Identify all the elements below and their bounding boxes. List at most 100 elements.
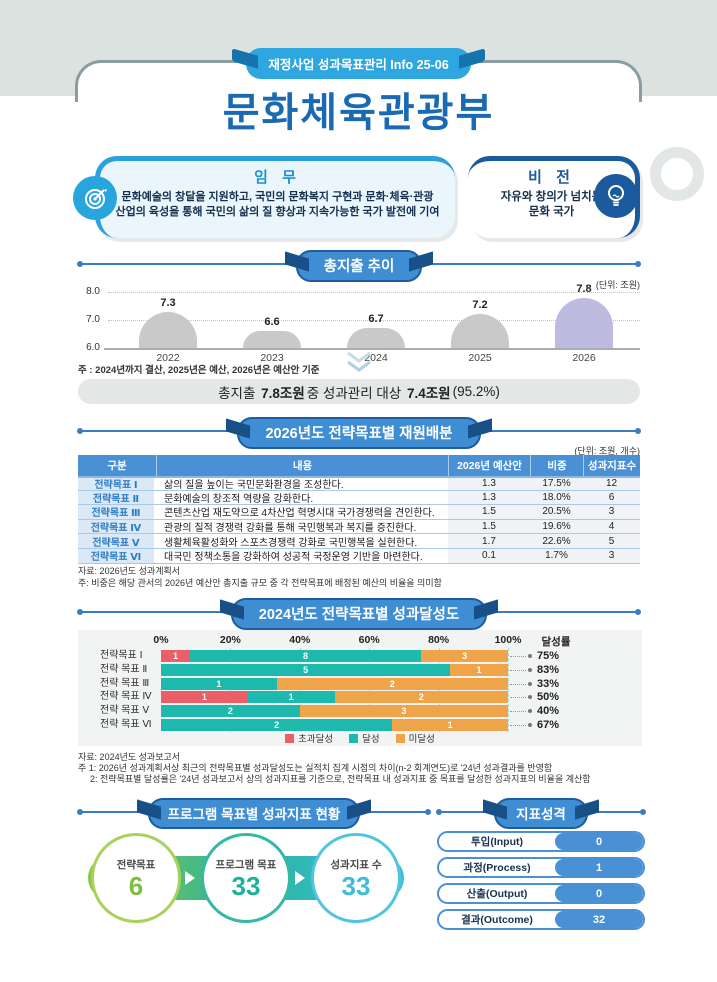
gridline: [299, 648, 301, 732]
achievement-rate: 50%: [537, 691, 560, 704]
section-header-achievement: 2024년도 전략목표별 성과달성도: [77, 598, 641, 630]
achievement-source: 자료: 2024년도 성과보고서: [78, 752, 181, 762]
cell-count: 4: [583, 519, 640, 534]
legend-swatch: [285, 733, 295, 743]
legend-item: 달성: [349, 731, 380, 745]
cell-budget: 1.7: [448, 534, 530, 548]
col-header-goal: 구분: [107, 460, 127, 472]
category-label: 전략 목표 Ⅲ: [100, 677, 150, 689]
achievement-note-1: 주 1: 2026년 성과계획서상 최근의 전략목표별 성과달성도는 실적치 집…: [78, 763, 553, 773]
section-title: 총지출 추이: [323, 259, 395, 275]
section-title: 2026년도 전략목표별 재원배분: [265, 426, 453, 442]
x-axis-year-label: 2023: [260, 352, 284, 364]
bar-segment: 1: [161, 677, 277, 690]
bar-value-label: 7.2: [472, 299, 488, 311]
bar-segment: 1: [161, 650, 190, 662]
section-pill: 2024년도 전략목표별 성과달성도: [219, 598, 499, 630]
nature-value: 1: [555, 859, 643, 876]
badge-wing-right: [458, 48, 485, 69]
bar-segment: 1: [161, 691, 248, 704]
achievement-rate: 83%: [537, 663, 560, 676]
category-label: 전략 목표 Ⅳ: [100, 691, 152, 703]
cell-budget: 1.5: [448, 505, 530, 519]
summary-text: 총지출: [218, 385, 256, 401]
flow-step-label: 성과지표 수: [330, 858, 382, 871]
nature-value: 32: [555, 911, 643, 928]
target-icon: [73, 176, 117, 220]
section-title: 프로그램 목표별 성과지표 현황: [167, 807, 341, 822]
cell-share: 19.6%: [530, 519, 583, 534]
pill-wing-right: [409, 251, 434, 272]
bar-segment: 8: [189, 650, 422, 662]
nature-row-output: 산출(Output) 0: [437, 883, 645, 904]
gridline: [508, 648, 509, 732]
table-source: 자료: 2026년도 성과계획서: [78, 566, 181, 576]
issue-badge-label: 재정사업 성과목표관리 Info 25-06: [268, 58, 449, 72]
leader-line: [510, 669, 526, 671]
rate-column-header: 달성률: [541, 636, 571, 648]
mission-text-line1: 문화예술의 창달을 지원하고, 국민의 문화복지 구현과 문화·체육·관광: [121, 191, 434, 203]
x-axis-tick-label: 100%: [494, 634, 522, 646]
vision-title: 비 전: [528, 169, 575, 186]
leader-line: [510, 683, 526, 685]
x-axis-tick-label: 60%: [358, 634, 380, 646]
table-row: 전략목표 Ⅵ 대국민 정책소통을 강화하여 성공적 국정운영 기반을 마련한다. 0…: [78, 548, 640, 564]
expenditure-chart: 8.0 7.0 6.0 7.3 2022 6.6 2023 6.7 2024 7.2 2025…: [0, 283, 717, 368]
vision-text-line1: 자유와 창의가 넘치는: [500, 191, 603, 203]
cell-share: 17.5%: [530, 478, 583, 490]
cell-share: 18.0%: [530, 490, 583, 505]
leader-line: [510, 711, 526, 713]
leader-line: [510, 656, 526, 657]
lightbulb-icon: [594, 174, 638, 218]
table-row: 전략목표 Ⅱ 문화예술의 창조적 역량을 강화한다. 1.3 18.0% 6: [78, 490, 640, 506]
cell-goal: 전략목표 Ⅵ: [78, 548, 156, 563]
gridline: [230, 648, 232, 732]
mission-text-line2: 산업의 육성을 통해 국민의 삶의 질 향상과 지속가능한 국가 발전에 기여: [115, 206, 440, 218]
gridline: [369, 648, 371, 732]
legend-swatch: [395, 733, 405, 743]
category-label: 전략목표 Ⅰ: [100, 650, 143, 661]
gridline: [108, 320, 640, 321]
cell-budget: 1.5: [448, 519, 530, 534]
cell-desc: 생활체육활성화와 스포츠경쟁력 강화로 국민행복을 실현한다.: [156, 534, 448, 548]
table-row: 전략목표 Ⅴ 생활체육활성화와 스포츠경쟁력 강화로 국민행복을 실현한다. 1.7…: [78, 534, 640, 549]
cell-goal: 전략목표 Ⅰ: [78, 478, 156, 491]
section-pill: 프로그램 목표별 성과지표 현황: [136, 798, 372, 829]
issue-badge: 재정사업 성과목표관리 Info 25-06: [232, 48, 485, 79]
section-header-indicator-nature: 지표성격: [436, 798, 646, 829]
achievement-rate: 75%: [537, 650, 560, 662]
cell-budget: 1.3: [448, 478, 530, 490]
decorative-ring: [650, 147, 704, 201]
pill-wing-right: [574, 799, 599, 820]
expenditure-bar: [555, 298, 613, 348]
achievement-note-2: 2: 전략목표별 달성률은 '24년 성과보고서 상의 성과지표를 기준으로, …: [90, 774, 591, 784]
mission-title: 임 무: [254, 169, 301, 186]
cell-budget: 0.1: [448, 548, 530, 563]
expenditure-bar: [139, 312, 197, 348]
pill-wing-right: [347, 799, 372, 820]
gridline: [108, 292, 640, 293]
cell-share: 20.5%: [530, 505, 583, 519]
flow-step-strategic-goals: 전략목표 6: [91, 833, 181, 923]
section-header-allocation: 2026년도 전략목표별 재원배분: [77, 417, 641, 449]
x-axis-baseline: [104, 348, 640, 350]
arrow-right-icon: [295, 871, 305, 885]
cell-count: 5: [583, 534, 640, 548]
flow-step-label: 프로그램 목표: [215, 858, 277, 871]
cell-desc: 콘텐츠산업 재도약으로 4차산업 혁명시대 국가경쟁력을 견인한다.: [156, 505, 448, 519]
x-axis-year-label: 2026: [572, 352, 596, 364]
pill-wing-left: [219, 599, 244, 620]
summary-total: 7.8조원: [261, 385, 305, 401]
x-axis-year-label: 2024: [364, 352, 388, 364]
flow-step-program-goals: 프로그램 목표 33: [201, 833, 291, 923]
chart-note: 주 : 2024년까지 결산, 2025년은 예산, 2026년은 예산안 기준: [78, 365, 320, 376]
leader-dot: [528, 681, 532, 686]
table-row: 전략목표 Ⅳ 관광의 질적 경쟁력 강화를 통해 국민행복과 복지를 증진한다. 1…: [78, 519, 640, 535]
arrow-right-icon: [185, 871, 195, 885]
section-title: 지표성격: [516, 807, 566, 822]
